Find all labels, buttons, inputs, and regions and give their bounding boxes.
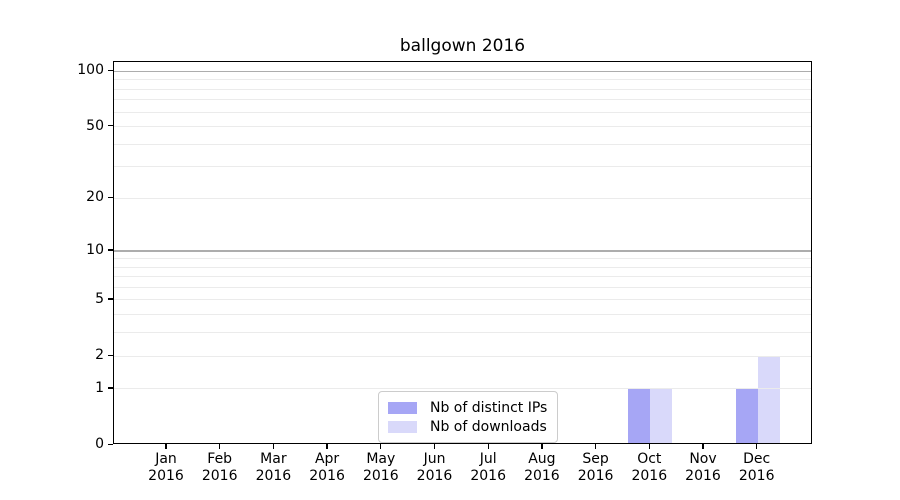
bar-downloads-oct — [650, 388, 673, 444]
y-tick-label-0: 0 — [95, 436, 104, 452]
y-tick-label-1: 1 — [95, 379, 104, 396]
y-tick-label-100: 100 — [77, 62, 104, 79]
y-tick-mark-2 — [108, 354, 113, 356]
legend-label-downloads: Nb of downloads — [430, 418, 547, 435]
y-tick-mark-0 — [108, 443, 113, 445]
legend: Nb of distinct IPs Nb of downloads — [378, 391, 559, 443]
gridline-1 — [114, 388, 811, 390]
x-tick-mark-jan — [165, 444, 167, 449]
y-tick-label-50: 50 — [86, 117, 104, 134]
y-tick-mark-20 — [108, 196, 113, 199]
y-tick-label-20: 20 — [86, 189, 104, 206]
x-tick-mark-dec — [756, 444, 758, 449]
x-tick-label-jun: Jun 2016 — [416, 451, 453, 484]
legend-swatch-downloads — [388, 420, 417, 433]
gridline-2 — [114, 355, 811, 357]
x-tick-mark-mar — [272, 444, 275, 449]
gridline-10 — [114, 250, 811, 252]
x-tick-label-dec: Dec 2016 — [738, 451, 775, 484]
x-tick-label-sep: Sep 2016 — [577, 451, 614, 484]
y-tick-label-5: 5 — [95, 290, 104, 307]
gridline-9 — [114, 257, 811, 259]
x-tick-mark-oct — [648, 444, 650, 449]
x-tick-mark-aug — [541, 444, 543, 449]
gridline-90 — [114, 79, 811, 81]
gridline-6 — [114, 286, 811, 288]
x-tick-label-apr: Apr 2016 — [309, 451, 345, 484]
y-tick-label-10: 10 — [86, 241, 104, 258]
x-tick-label-may: May 2016 — [362, 451, 399, 484]
x-tick-mark-apr — [326, 444, 328, 449]
y-tick-mark-100 — [108, 69, 113, 71]
legend-entry-distinct-ips: Nb of distinct IPs — [388, 398, 547, 417]
plot-area: Nb of distinct IPs Nb of downloads — [113, 61, 812, 444]
chart-title: ballgown 2016 — [399, 36, 526, 56]
x-tick-label-jul: Jul 2016 — [470, 451, 506, 484]
x-tick-label-oct: Oct 2016 — [631, 451, 668, 484]
y-tick-mark-50 — [108, 125, 113, 127]
gridline-100 — [114, 70, 811, 73]
y-tick-mark-1 — [108, 387, 113, 389]
x-tick-mark-nov — [702, 444, 704, 449]
gridline-30 — [114, 166, 811, 168]
legend-swatch-distinct-ips — [388, 401, 417, 414]
gridline-5 — [114, 299, 811, 301]
x-tick-mark-sep — [594, 444, 597, 449]
x-tick-label-mar: Mar 2016 — [255, 451, 292, 484]
gridline-7 — [114, 276, 811, 278]
y-tick-mark-10 — [108, 249, 113, 251]
x-tick-mark-jul — [487, 444, 489, 449]
gridline-70 — [114, 99, 811, 101]
bar-downloads-dec — [757, 356, 780, 444]
x-tick-label-aug: Aug 2016 — [524, 451, 560, 484]
x-tick-mark-jun — [433, 444, 436, 449]
legend-label-distinct-ips: Nb of distinct IPs — [430, 399, 548, 416]
y-tick-label-2: 2 — [95, 347, 104, 363]
gridline-20 — [114, 197, 811, 199]
y-tick-mark-5 — [108, 298, 113, 300]
gridline-80 — [114, 88, 811, 90]
bar-distinct-ips-dec — [735, 388, 758, 444]
x-tick-label-jan: Jan 2016 — [148, 451, 184, 484]
gridline-40 — [114, 143, 811, 145]
gridline-4 — [114, 314, 811, 316]
x-tick-mark-feb — [219, 444, 221, 449]
legend-entry-downloads: Nb of downloads — [388, 417, 547, 436]
bar-distinct-ips-oct — [628, 388, 651, 444]
x-tick-label-feb: Feb 2016 — [201, 451, 238, 484]
gridline-50 — [114, 126, 811, 128]
x-tick-label-nov: Nov 2016 — [685, 451, 721, 484]
x-tick-mark-may — [380, 444, 382, 449]
gridline-60 — [114, 111, 811, 113]
gridline-3 — [114, 332, 811, 334]
gridline-8 — [114, 266, 811, 268]
